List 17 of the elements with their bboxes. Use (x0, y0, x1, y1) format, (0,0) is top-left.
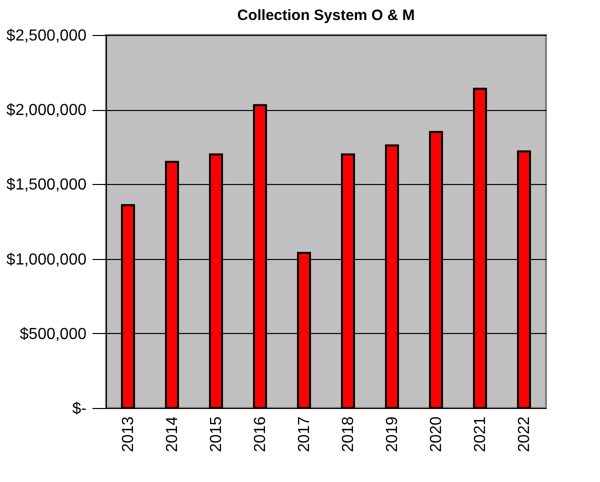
y-tick-label: $2,500,000 (6, 28, 87, 44)
x-tick-label: 2017 (296, 416, 313, 452)
x-tick-label: 2020 (428, 416, 445, 452)
x-tick-label: 2014 (164, 416, 181, 452)
y-tick-label: $2,000,000 (6, 102, 87, 120)
x-tick-label: 2021 (472, 416, 489, 452)
y-tick-label: $1,500,000 (6, 176, 87, 194)
x-tick-label: 2019 (384, 416, 401, 452)
x-tick-label: 2016 (252, 416, 269, 452)
y-tick-label: $- (72, 400, 86, 418)
x-tick-label: 2015 (208, 416, 225, 452)
y-tick-label: $1,000,000 (6, 251, 87, 268)
y-tick-label: $500,000 (20, 326, 87, 343)
chart-title: Collection System O & M (237, 7, 415, 24)
x-tick-label: 2013 (120, 416, 137, 452)
x-tick-label: 2018 (340, 416, 357, 452)
x-tick-label: 2022 (516, 416, 533, 452)
